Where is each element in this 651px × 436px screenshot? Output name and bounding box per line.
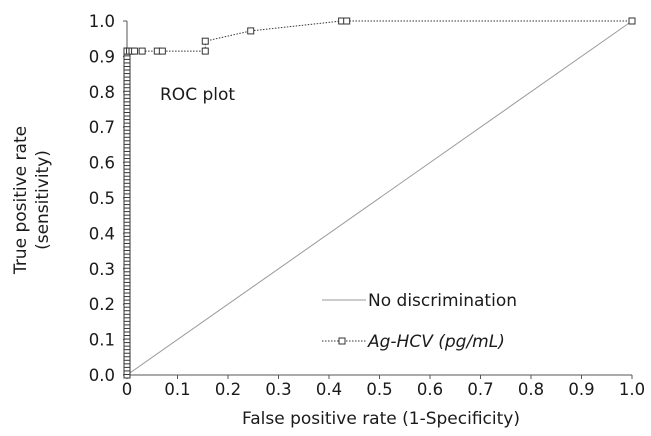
y-tick-label: 0.6 [89,154,115,173]
x-tick-label: 0.3 [265,380,291,399]
data-point [202,38,208,44]
y-tick-label: 0.0 [89,366,115,385]
y-tick-label: 0.1 [89,331,115,350]
legend-marker-ag-hcv [339,338,345,344]
x-tick-label: 0.1 [164,380,190,399]
data-point [132,48,138,54]
y-tick-label: 0.3 [89,260,115,279]
x-tick-label: 0.5 [366,380,392,399]
x-tick-label: 0.2 [215,380,241,399]
x-tick-label: 0 [122,380,133,399]
legend-label-no-discrimination: No discrimination [368,291,517,311]
x-tick-label: 0.8 [518,380,544,399]
x-axis-ticks: 0 0.1 0.2 0.3 0.4 0.5 0.6 0.7 0.8 0.9 1.0 [122,375,645,399]
x-tick-label: 0.7 [467,380,493,399]
y-tick-label: 0.4 [89,224,115,243]
series-line [127,21,632,375]
y-axis-ticks: 0.0 0.1 0.2 0.3 0.4 0.5 0.6 0.7 0.8 0.9 1.0 [89,12,127,385]
x-tick-label: 0.6 [417,380,443,399]
y-axis-title-line1: True positive rate [11,126,31,275]
data-point [344,18,350,24]
legend-label-ag-hcv: Ag-HCV (pg/mL) [367,332,505,352]
y-tick-label: 0.7 [89,118,115,137]
y-tick-label: 0.5 [89,189,115,208]
data-point [629,18,635,24]
y-tick-label: 0.9 [89,47,115,66]
y-tick-label: 1.0 [89,12,115,31]
data-point [139,48,145,54]
series-layer [124,18,635,378]
data-point [159,48,165,54]
legend: No discrimination Ag-HCV (pg/mL) [322,291,517,352]
series-no-discrimination [127,21,632,375]
y-tick-label: 0.2 [89,295,115,314]
x-tick-label: 0.4 [316,380,342,399]
chart-annotation: ROC plot [160,85,235,105]
y-tick-label: 0.8 [89,83,115,102]
data-point [248,28,254,34]
x-tick-label: 1.0 [619,380,645,399]
data-point [202,48,208,54]
x-axis-title: False positive rate (1-Specificity) [242,409,520,429]
x-tick-label: 0.9 [568,380,594,399]
y-axis-title-line2: (sensitivity) [33,150,53,250]
